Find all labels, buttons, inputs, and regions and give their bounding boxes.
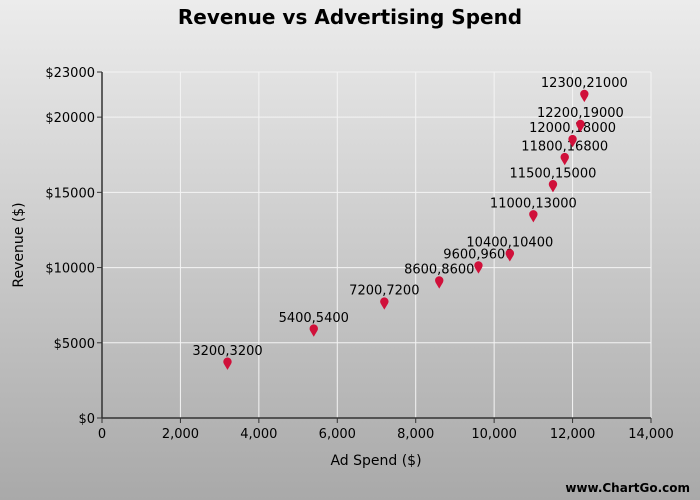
data-point: [380, 297, 389, 310]
data-point: [309, 324, 318, 337]
grid: [102, 71, 652, 418]
x-tick-label: 6,000: [319, 427, 356, 442]
axes: 0 2,000 4,000 6,000 8,000 10,000 12,000 14,000 $…: [45, 66, 673, 442]
x-tick-label: 10,000: [471, 427, 517, 442]
data-point: [560, 152, 569, 166]
data-label: 11800,16800: [521, 139, 608, 154]
x-tick-label: 2,000: [162, 427, 199, 442]
y-tick-label: $15000: [45, 186, 95, 201]
data-point: [548, 179, 558, 193]
data-label: 3200,3200: [192, 344, 262, 359]
data-point: [435, 276, 444, 289]
y-tick-label: $23000: [45, 66, 95, 81]
chart-title: Revenue vs Advertising Spend: [178, 5, 522, 29]
data-point: [474, 261, 483, 274]
data-label: 12200,19000: [537, 106, 624, 121]
y-tick-label: $5000: [54, 337, 95, 352]
x-tick-label: 14,000: [628, 427, 674, 442]
y-tick-label: $20000: [45, 111, 95, 126]
data-label: 9600,9600: [443, 248, 513, 263]
x-axis-label: Ad Spend ($): [330, 453, 421, 469]
data-point: [576, 119, 585, 133]
y-tick-label: $0: [78, 412, 95, 427]
data-label: 11000,13000: [490, 196, 577, 211]
data-point: [529, 210, 538, 223]
data-point: [580, 89, 589, 103]
data-label: 5400,5400: [279, 311, 349, 326]
data-label: 11500,15000: [510, 166, 597, 181]
watermark: www.ChartGo.com: [565, 481, 690, 495]
x-tick-label: 4,000: [240, 427, 277, 442]
x-tick-label: 8,000: [397, 427, 434, 442]
data-label: 7200,7200: [349, 284, 419, 299]
data-label: 12300,21000: [541, 76, 628, 91]
data-label: 8600,8600: [404, 263, 474, 278]
data-label: 12000,18000: [529, 121, 616, 136]
data-point: [568, 134, 577, 148]
y-axis-label: Revenue ($): [11, 202, 27, 287]
x-tick-label: 12,000: [550, 427, 596, 442]
data-label: 10400,10400: [466, 236, 553, 251]
y-tick-label: $10000: [45, 262, 95, 277]
x-tick-label: 0: [98, 427, 106, 442]
data-point: [223, 357, 232, 370]
data-point: [505, 249, 515, 262]
